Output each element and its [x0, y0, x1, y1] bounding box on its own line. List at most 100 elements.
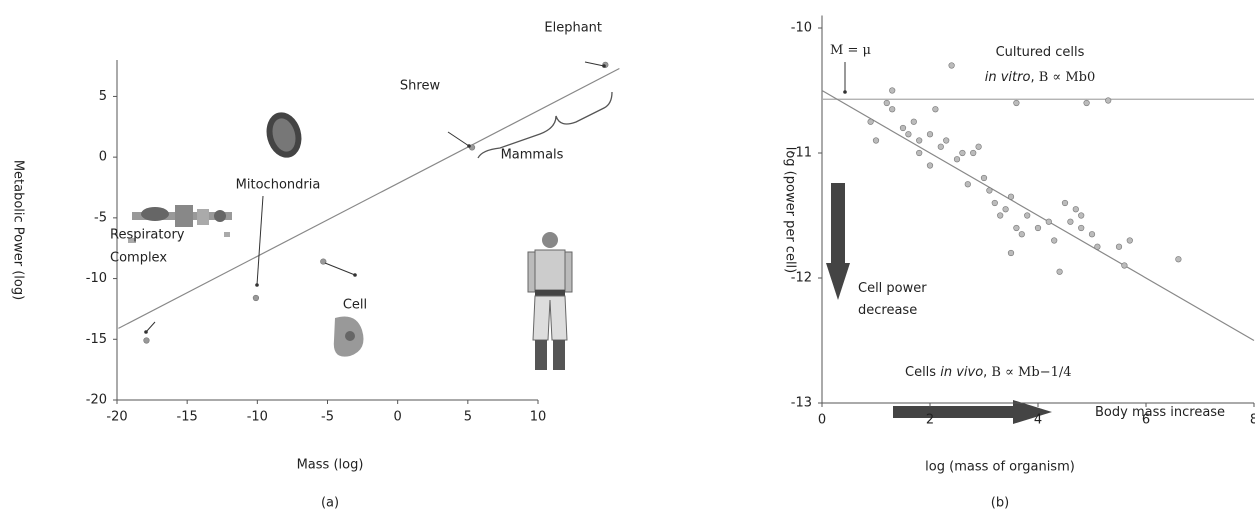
annotation-part: b: [1031, 365, 1039, 380]
annotation-part: decrease: [858, 303, 917, 318]
x-tick-label: -10: [247, 410, 268, 425]
y-axis-label: Metabolic Power (log): [11, 160, 26, 300]
caption: (a): [321, 496, 339, 511]
data-point: [960, 150, 966, 156]
data-point: [1176, 256, 1182, 262]
annotation-arrow: [325, 263, 355, 275]
data-point: [1089, 231, 1095, 237]
y-tick-label: 0: [99, 150, 107, 165]
data-point: [992, 200, 998, 206]
data-point: [954, 156, 960, 162]
annotation-part: B ∝ M: [991, 365, 1031, 380]
person-image: [528, 232, 572, 370]
data-point: [987, 188, 993, 194]
y-tick-label: 5: [99, 89, 107, 104]
data-point: [1062, 200, 1068, 206]
annotation: Cultured cells: [996, 45, 1085, 60]
data-point: [900, 125, 906, 131]
data-point: [933, 106, 939, 112]
annotation-part: M = μ: [830, 43, 871, 58]
data-point: [906, 131, 912, 137]
annotation-arrow: [448, 132, 469, 146]
x-tick-label: -20: [106, 410, 127, 425]
figure: -20-15-10-50510-20-15-10-505Mass (log)Me…: [0, 0, 1255, 515]
data-point: [1073, 206, 1079, 212]
data-point: [1019, 231, 1025, 237]
data-point: [1024, 213, 1030, 219]
data-point: [1116, 244, 1122, 250]
data-point: [943, 138, 949, 144]
arrow-head: [843, 90, 847, 94]
mitochondrion-image: [262, 108, 307, 161]
annotation-part: −1/4: [1040, 365, 1072, 380]
x-axis-label: log (mass of organism): [925, 460, 1075, 475]
data-point: [1105, 98, 1111, 104]
data-point: [1035, 225, 1041, 231]
data-point: [144, 338, 150, 344]
decrease-arrow: [826, 183, 850, 300]
annotation: Cells in vivo, B ∝ Mb−1/4: [905, 365, 1072, 380]
data-point: [927, 131, 933, 137]
y-axis-label: log (power per cell): [783, 147, 798, 274]
data-point: [1014, 225, 1020, 231]
x-tick-label: 10: [530, 410, 547, 425]
annotation: in vitro, B ∝ Mb0: [985, 70, 1096, 85]
annotation-part: ,: [983, 365, 991, 380]
data-point: [1057, 269, 1063, 275]
data-point: [868, 119, 874, 125]
x-tick-label: 0: [394, 410, 402, 425]
data-point: [916, 150, 922, 156]
y-tick-label: -5: [94, 210, 107, 225]
x-axis-label: Mass (log): [297, 458, 364, 473]
arrow-head: [602, 64, 606, 68]
y-tick-label: -20: [86, 393, 107, 408]
y-tick-label: -15: [86, 332, 107, 347]
x-tick-label: 2: [926, 413, 934, 428]
data-point: [949, 63, 955, 69]
y-tick-label: -10: [791, 21, 812, 36]
annotation: Cell: [343, 298, 367, 313]
data-point: [884, 100, 890, 106]
annotation-part: b: [1079, 70, 1087, 85]
annotation-part: Body mass increase: [1095, 405, 1225, 420]
annotation-part: 0: [1087, 70, 1095, 85]
annotation: M = μ: [830, 43, 871, 58]
data-point: [1127, 238, 1133, 244]
data-point: [873, 138, 879, 144]
data-point: [1078, 225, 1084, 231]
data-point: [1046, 219, 1052, 225]
y-tick-label: -13: [791, 396, 812, 411]
cell-image: [334, 317, 364, 357]
data-point: [1051, 238, 1057, 244]
annotation-arrow: [257, 196, 263, 285]
arrow-head: [255, 283, 259, 287]
data-point: [1078, 213, 1084, 219]
annotation: Mitochondria: [236, 178, 321, 193]
data-point: [965, 181, 971, 187]
data-point: [927, 163, 933, 169]
data-point: [981, 175, 987, 181]
data-point: [916, 138, 922, 144]
data-point: [253, 295, 259, 301]
annotation-arrow: [585, 62, 604, 66]
data-point: [1008, 194, 1014, 200]
increase-arrow: [893, 400, 1052, 424]
annotation: Mammals: [501, 148, 564, 163]
annotation-part: Cells: [905, 365, 940, 380]
annotation: Complex: [110, 251, 167, 266]
caption: (b): [991, 496, 1009, 511]
x-tick-label: 8: [1250, 413, 1255, 428]
x-tick-label: -15: [177, 410, 198, 425]
arrow-head: [467, 144, 471, 148]
data-point: [1095, 244, 1101, 250]
data-point: [976, 144, 982, 150]
annotation-part: in vivo: [940, 365, 983, 380]
annotation: decrease: [858, 303, 917, 318]
x-tick-label: 5: [464, 410, 472, 425]
annotation-part: in vitro: [985, 70, 1031, 85]
annotation: Respiratory: [110, 228, 185, 243]
data-point: [997, 213, 1003, 219]
arrow-head: [353, 273, 357, 277]
data-point: [1122, 263, 1128, 269]
annotation-arrow: [146, 322, 155, 332]
